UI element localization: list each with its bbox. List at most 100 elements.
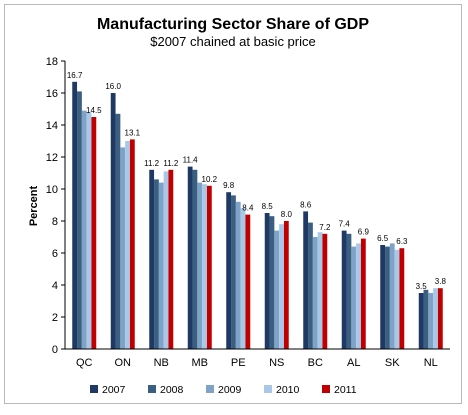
bar <box>346 233 352 349</box>
data-label: 3.5 <box>416 282 428 291</box>
bar <box>245 214 251 349</box>
legend-label: 2008 <box>160 384 184 396</box>
bar <box>149 169 155 349</box>
bar <box>264 213 270 349</box>
bar <box>389 243 395 349</box>
bar <box>187 166 193 349</box>
bar <box>322 233 328 349</box>
data-label: 10.2 <box>202 175 218 184</box>
x-tick-label: SK <box>385 357 400 369</box>
bar <box>72 81 78 350</box>
data-label: 6.3 <box>396 237 408 246</box>
legend-swatch <box>322 385 330 393</box>
bar <box>356 243 361 349</box>
bar <box>308 222 313 349</box>
legend-label: 2009 <box>218 384 242 396</box>
data-label: 8.5 <box>262 202 274 211</box>
legend-label: 2007 <box>102 384 126 396</box>
bar <box>110 93 116 349</box>
bar <box>91 117 97 349</box>
x-tick-label: NS <box>269 357 284 369</box>
data-label: 8.6 <box>300 200 312 209</box>
legend-swatch <box>206 385 214 393</box>
bar <box>380 245 386 349</box>
chart-title: Manufacturing Sector Share of GDP <box>97 16 369 33</box>
data-label: 3.8 <box>435 277 447 286</box>
bar <box>235 201 241 349</box>
y-tick-label: 12 <box>46 152 58 164</box>
data-label: 14.5 <box>86 106 102 115</box>
bar <box>385 246 390 349</box>
bar <box>197 182 203 349</box>
chart-subtitle: $2007 chained at basic price <box>150 34 316 49</box>
y-tick-label: 8 <box>52 216 58 228</box>
bar <box>129 139 135 349</box>
data-label: 16.7 <box>67 71 83 80</box>
legend: 2007 2008 2009 2010 2011 <box>90 384 357 396</box>
y-tick-label: 14 <box>46 120 58 132</box>
y-tick-label: 0 <box>52 344 58 356</box>
legend-swatch <box>90 385 98 393</box>
y-tick-label: 4 <box>52 280 58 292</box>
data-label: 13.1 <box>125 128 141 137</box>
data-label: 8.4 <box>242 204 254 213</box>
bar <box>360 238 366 349</box>
bar <box>317 232 323 349</box>
bar <box>283 221 289 349</box>
bar <box>240 208 246 349</box>
data-label: 11.4 <box>183 156 199 165</box>
data-label: 8.0 <box>281 210 293 219</box>
legend-label: 2011 <box>334 384 357 396</box>
bar <box>394 249 400 349</box>
bar <box>81 110 87 349</box>
x-tick-label: AL <box>347 357 360 369</box>
bar <box>399 248 405 349</box>
bar <box>303 211 309 349</box>
y-tick-label: 18 <box>46 56 58 68</box>
y-tick-label: 2 <box>52 312 58 324</box>
legend-swatch <box>148 385 156 393</box>
bar <box>120 147 126 349</box>
x-tick-label: BC <box>308 357 323 369</box>
x-tick-label: PE <box>231 357 246 369</box>
data-label: 6.9 <box>358 228 370 237</box>
data-label: 6.5 <box>377 234 389 243</box>
plot-area: 0 2 4 6 8 10 12 14 16 18 QC ON NB MB PE NS BC AL SK NL 16.7 1… <box>46 56 450 369</box>
chart-frame: Manufacturing Sector Share of GDP $2007 … <box>4 4 462 404</box>
bar <box>231 195 236 349</box>
bar-chart: Manufacturing Sector Share of GDP $2007 … <box>28 16 450 396</box>
bar <box>428 293 434 349</box>
bar <box>423 289 429 349</box>
bar <box>341 230 347 349</box>
bar <box>192 169 198 349</box>
bar <box>269 216 275 349</box>
x-tick-label: QC <box>76 357 93 369</box>
bar <box>154 179 159 349</box>
y-tick-label: 6 <box>52 248 58 260</box>
y-tick-label: 10 <box>46 184 58 196</box>
legend-label: 2010 <box>276 384 300 396</box>
bar <box>115 113 121 349</box>
data-label: 7.4 <box>339 220 351 229</box>
data-label: 11.2 <box>163 159 179 168</box>
bar <box>351 246 357 349</box>
data-label: 11.2 <box>144 159 160 168</box>
bar <box>125 141 130 349</box>
x-tick-label: NB <box>154 357 169 369</box>
x-tick-label: NL <box>424 357 438 369</box>
bar <box>433 288 438 349</box>
bar <box>163 171 169 349</box>
bar <box>168 169 174 349</box>
x-tick-label: MB <box>192 357 209 369</box>
data-label: 9.8 <box>223 181 235 190</box>
bar <box>418 293 424 349</box>
data-label: 16.0 <box>105 82 121 91</box>
y-axis-label: Percent <box>28 185 40 226</box>
bar <box>437 288 443 349</box>
x-tick-label: ON <box>115 357 132 369</box>
bar <box>202 184 207 349</box>
bar <box>274 230 280 349</box>
data-label: 7.2 <box>319 223 331 232</box>
bar <box>279 224 284 349</box>
bar <box>226 192 232 349</box>
